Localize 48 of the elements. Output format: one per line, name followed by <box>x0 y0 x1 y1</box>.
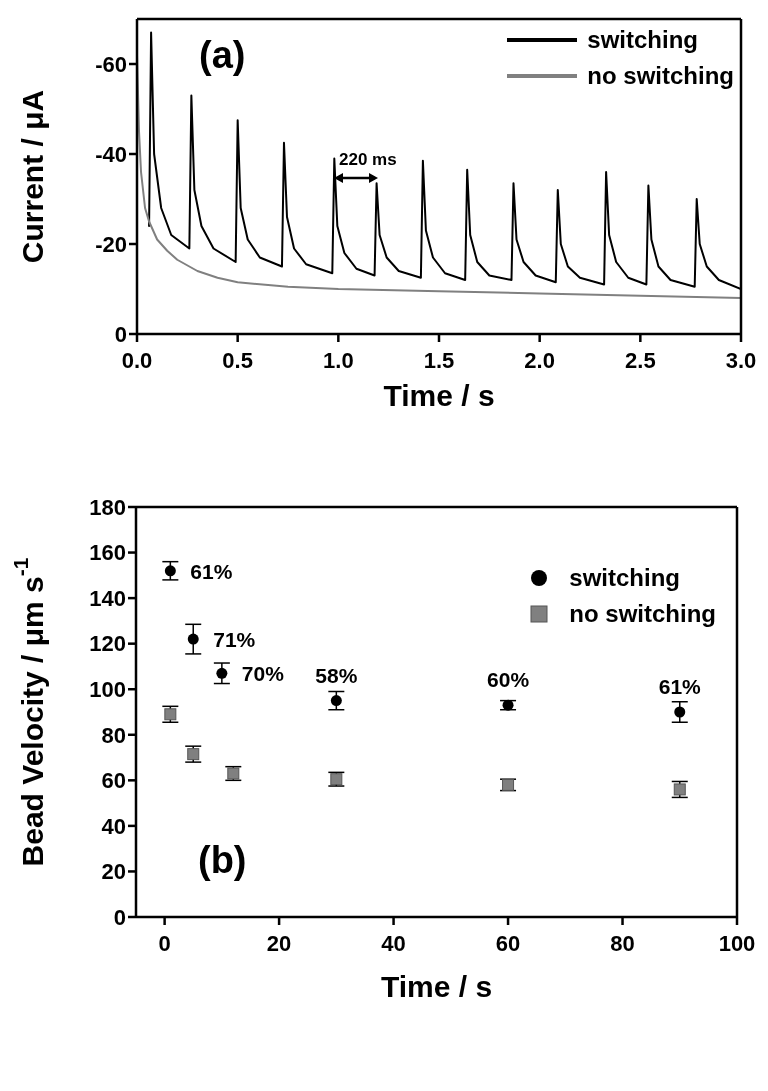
x-tick-label: 3.0 <box>725 347 757 373</box>
y-tick-label: 20 <box>101 859 126 885</box>
annotation: 220 ms <box>339 150 397 170</box>
legend-label: switching <box>587 26 698 54</box>
annotation: 61% <box>190 559 233 583</box>
y-tick-label: 80 <box>101 722 126 748</box>
annotation: 58% <box>315 663 358 687</box>
y-tick-label: 180 <box>89 494 126 520</box>
y-tick-label: -60 <box>95 51 127 77</box>
x-tick-label: 2.0 <box>524 347 555 373</box>
y-tick-label: 120 <box>89 631 126 657</box>
x-tick-label: 1.5 <box>423 347 455 373</box>
point <box>164 565 176 577</box>
point <box>330 695 342 707</box>
x-tick-label: 60 <box>495 930 521 956</box>
y-tick-label: 140 <box>89 585 126 611</box>
y-tick-label: 0 <box>113 904 126 930</box>
annotation: 60% <box>487 667 530 691</box>
point <box>187 633 199 645</box>
y-axis-title: Current / μA <box>15 89 49 264</box>
y-tick-label: 160 <box>89 540 126 566</box>
y-tick-label: 40 <box>101 813 126 839</box>
x-tick-label: 1.0 <box>323 347 354 373</box>
y-tick-label: 100 <box>89 677 126 703</box>
annotation: (b) <box>198 839 247 882</box>
y-tick-label: -20 <box>95 231 127 257</box>
annotation: (a) <box>199 34 246 77</box>
x-tick-label: 0.0 <box>121 347 153 373</box>
annotation: 71% <box>213 627 256 651</box>
point <box>674 706 686 718</box>
legend-label: switching <box>569 564 680 592</box>
annotation: 61% <box>658 674 702 698</box>
x-tick-label: 0 <box>158 930 171 956</box>
x-tick-label: 2.5 <box>625 347 656 373</box>
y-tick-label: -40 <box>95 141 127 167</box>
x-tick-label: 80 <box>610 930 635 956</box>
point <box>216 667 228 679</box>
legend-label: no switching <box>587 62 734 90</box>
legend-label: no switching <box>569 600 716 628</box>
y-tick-label: 60 <box>101 768 126 794</box>
x-tick-label: 0.5 <box>222 347 253 373</box>
x-tick-label: 40 <box>381 930 406 956</box>
x-tick-label: 20 <box>266 930 292 956</box>
x-axis-title: Time / s <box>383 379 495 412</box>
x-axis-title: Time / s <box>380 970 493 1003</box>
x-tick-label: 100 <box>718 930 756 956</box>
annotation: 70% <box>241 661 285 685</box>
y-tick-label: 0 <box>114 321 127 347</box>
